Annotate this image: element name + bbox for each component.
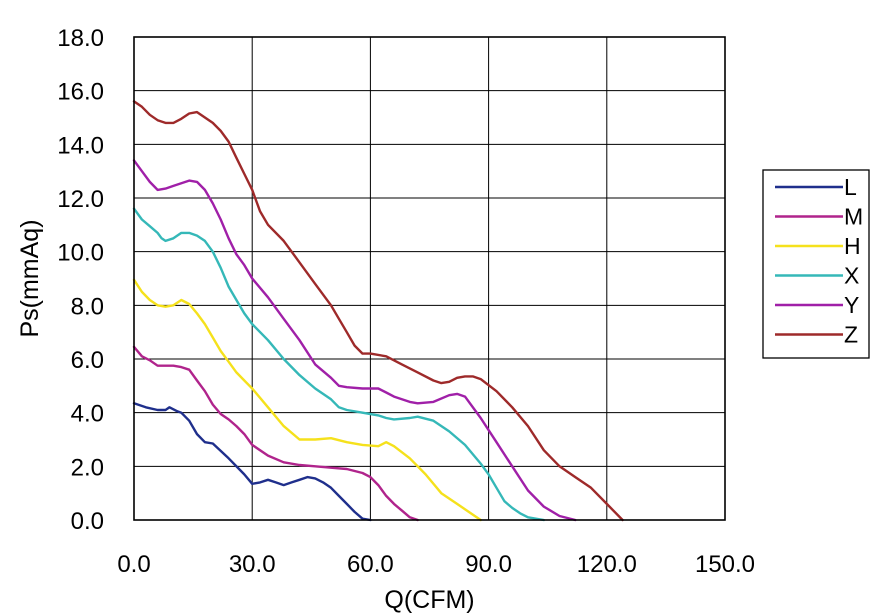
x-tick-label: 150.0 [695,551,755,578]
y-tick-labels: 0.0 2.0 4.0 6.0 8.0 10.0 12.0 14.0 16.0 18.0 [57,25,104,535]
series-line-Z [132,100,624,522]
series-line-M [132,345,419,522]
plot-frame [133,36,726,521]
y-tick-label: 6.0 [71,347,104,374]
x-tick-label: 120.0 [577,551,637,578]
series-lines [132,100,624,522]
y-tick-label: 2.0 [71,454,104,481]
y-tick-label: 18.0 [57,25,104,52]
legend-label-X: X [844,263,859,289]
series-line-X [132,207,545,522]
y-tick-label: 8.0 [71,293,104,320]
legend-label-H: H [844,233,861,259]
series-line-Y [132,159,577,522]
legend-label-L: L [844,174,857,200]
y-tick-label: 14.0 [57,132,104,159]
x-tick-label: 0.0 [117,551,150,578]
y-tick-label: 0.0 [71,508,104,535]
x-tick-label: 90.0 [465,551,512,578]
x-tick-label: 30.0 [229,551,276,578]
x-tick-labels: 0.0 30.0 60.0 90.0 120.0 150.0 [117,551,755,578]
y-tick-label: 12.0 [57,186,104,213]
series-line-H [132,278,482,522]
legend-label-Y: Y [844,292,859,318]
series-line-L [132,402,372,522]
x-axis-label: Q(CFM) [384,586,474,614]
y-tick-label: 10.0 [57,240,104,267]
y-tick-label: 4.0 [71,401,104,428]
legend-label-M: M [844,204,863,230]
legend-box [762,169,870,359]
x-tick-label: 60.0 [347,551,394,578]
y-tick-label: 16.0 [57,79,104,106]
y-axis-label: Ps(mmAq) [16,219,44,337]
legend-label-Z: Z [844,322,858,348]
